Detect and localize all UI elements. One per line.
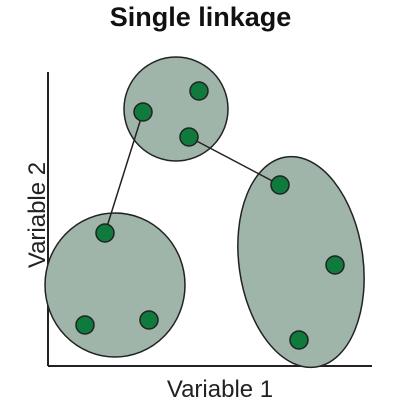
point-right-1 (270, 175, 290, 195)
linkage-line-top-to-right (188, 136, 281, 186)
point-right-2 (325, 255, 345, 275)
point-top-1 (189, 81, 209, 101)
point-bottom-left-1 (95, 223, 115, 243)
diagram-title: Single linkage (109, 2, 292, 32)
linkage-line-top-to-bottom-left (104, 111, 144, 234)
point-top-3 (179, 127, 199, 147)
cluster-right (237, 155, 365, 369)
point-right-3 (289, 330, 309, 350)
point-bottom-left-2 (139, 310, 159, 330)
point-top-2 (133, 102, 153, 122)
y-axis-label: Variable 2 (24, 161, 51, 269)
point-bottom-left-3 (75, 315, 95, 335)
cluster-bottom-left (44, 212, 186, 358)
x-axis-label: Variable 1 (166, 376, 274, 403)
